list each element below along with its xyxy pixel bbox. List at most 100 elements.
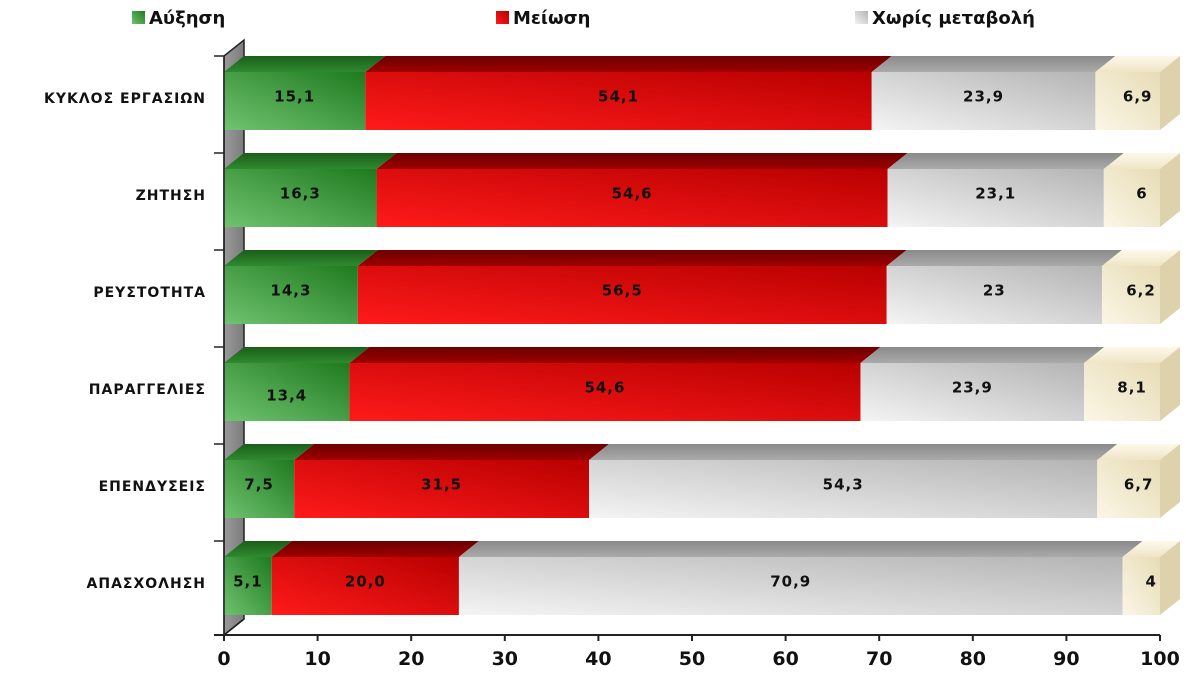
legend: Αύξηση Μείωση Χωρίς μεταβολή: [132, 8, 1035, 29]
bar-segment: 6,9: [1095, 56, 1180, 130]
bar-top-face: [1097, 444, 1180, 460]
bar-top-face: [365, 56, 892, 72]
bar-side-face: [1160, 153, 1180, 227]
bar-front-face: [349, 363, 861, 421]
bar-side-face: [1160, 250, 1180, 324]
data-label: 6,9: [1123, 88, 1153, 106]
data-label: 6: [1136, 185, 1147, 203]
bar-segment: 6,2: [1101, 250, 1180, 324]
bar-top-face: [294, 444, 610, 460]
bar-front-face: [1095, 72, 1160, 130]
bar-front-face: [1084, 363, 1160, 421]
bar-front-face: [224, 72, 366, 130]
bar-segment: 16,3: [224, 153, 397, 227]
category-label: ΡΕΥΣΤΟΤΗΤΑ: [93, 285, 206, 301]
legend-item: Μείωση: [496, 8, 590, 29]
bar-segment: 6: [1103, 153, 1180, 227]
bar-top-face: [376, 153, 908, 169]
data-label: 13,4: [266, 387, 307, 405]
data-label: 31,5: [421, 476, 462, 494]
bar-top-face: [871, 56, 1116, 72]
legend-swatch: [855, 11, 868, 24]
bar-front-face: [886, 266, 1102, 324]
x-tick-label: 50: [679, 648, 705, 670]
bar-segment: 5,1: [224, 541, 292, 615]
bar-top-face: [349, 347, 881, 363]
bar-top-face: [589, 444, 1118, 460]
x-tick-label: 60: [772, 648, 798, 670]
axis-depth-edge: [223, 618, 245, 636]
bar-segment: 56,5: [357, 250, 907, 324]
bar-segment: 4: [1122, 541, 1180, 615]
bar-top-face: [1095, 56, 1180, 72]
data-label: 70,9: [770, 573, 811, 591]
bar-segment: 23,1: [887, 153, 1124, 227]
x-tick-label: 90: [1053, 648, 1079, 670]
bar-segment: 23,9: [871, 56, 1116, 130]
bar-front-face: [1103, 169, 1160, 227]
legend-swatch: [132, 11, 145, 24]
bar-segment: 15,1: [224, 56, 386, 130]
bar-side-face: [1160, 56, 1180, 130]
bar-front-face: [224, 169, 377, 227]
bar-top-face: [224, 541, 292, 557]
data-label: 20,0: [345, 573, 386, 591]
bar-side-face: [1160, 444, 1180, 518]
data-label: 8,1: [1117, 379, 1147, 397]
bar-front-face: [458, 557, 1123, 615]
bar-top-face: [860, 347, 1105, 363]
x-tick-label: 80: [960, 648, 986, 670]
data-label: 54,6: [584, 379, 625, 397]
bar-top-face: [224, 347, 370, 363]
bar-front-face: [887, 169, 1104, 227]
bar-front-face: [1097, 460, 1160, 518]
bar-segment: 54,3: [589, 444, 1118, 518]
x-tick-label: 10: [304, 648, 330, 670]
bar-top-face: [224, 153, 397, 169]
bar-side-face: [1160, 541, 1180, 615]
x-axis: 0 10 20 30 40 50 60 70 80 90 100: [214, 55, 1180, 670]
bar-top-face: [458, 541, 1143, 557]
bar-top-face: [886, 250, 1122, 266]
bar-front-face: [871, 72, 1096, 130]
bar-top-face: [1103, 153, 1180, 169]
x-tick-label: 30: [492, 648, 518, 670]
legend-label: Χωρίς μεταβολή: [872, 8, 1035, 29]
bar-top-face: [1084, 347, 1180, 363]
bar-front-face: [224, 557, 272, 615]
x-tick-label: 100: [1140, 648, 1180, 670]
data-label: 6,7: [1124, 476, 1154, 494]
bar-front-face: [589, 460, 1098, 518]
bar-front-face: [224, 266, 358, 324]
bar-front-face: [376, 169, 888, 227]
bar-front-face: [1101, 266, 1160, 324]
bar-top-face: [271, 541, 479, 557]
data-label: 6,2: [1126, 282, 1156, 300]
bar-segment: 54,6: [376, 153, 908, 227]
data-label: 14,3: [270, 282, 311, 300]
category-label: ΕΠΕΝΔΥΣΕΙΣ: [99, 479, 206, 495]
data-label: 23,9: [963, 88, 1004, 106]
bar-segment: 14,3: [224, 250, 378, 324]
legend-swatch: [496, 11, 509, 24]
data-label: 23: [983, 282, 1006, 300]
x-tick-label: 40: [585, 648, 611, 670]
bar-top-face: [224, 250, 378, 266]
data-label: 4: [1146, 573, 1157, 591]
bar-segment: 6,7: [1097, 444, 1180, 518]
legend-label: Μείωση: [513, 8, 590, 29]
category-label: ΖΗΤΗΣΗ: [136, 188, 206, 204]
bar-segment: 23: [886, 250, 1122, 324]
data-label: 54,3: [823, 476, 864, 494]
x-tick-label: 70: [866, 648, 892, 670]
data-label: 23,1: [975, 185, 1016, 203]
category-label: ΑΠΑΣΧΟΛΗΣΗ: [87, 576, 206, 592]
bar-top-face: [887, 153, 1124, 169]
category-label: ΚΥΚΛΟΣ ΕΡΓΑΣΙΩΝ: [44, 91, 206, 107]
bar-front-face: [1122, 557, 1160, 615]
bar-segment: 70,9: [458, 541, 1143, 615]
bar-segment: 31,5: [294, 444, 610, 518]
bar-top-face: [224, 56, 386, 72]
data-label: 54,6: [612, 185, 653, 203]
